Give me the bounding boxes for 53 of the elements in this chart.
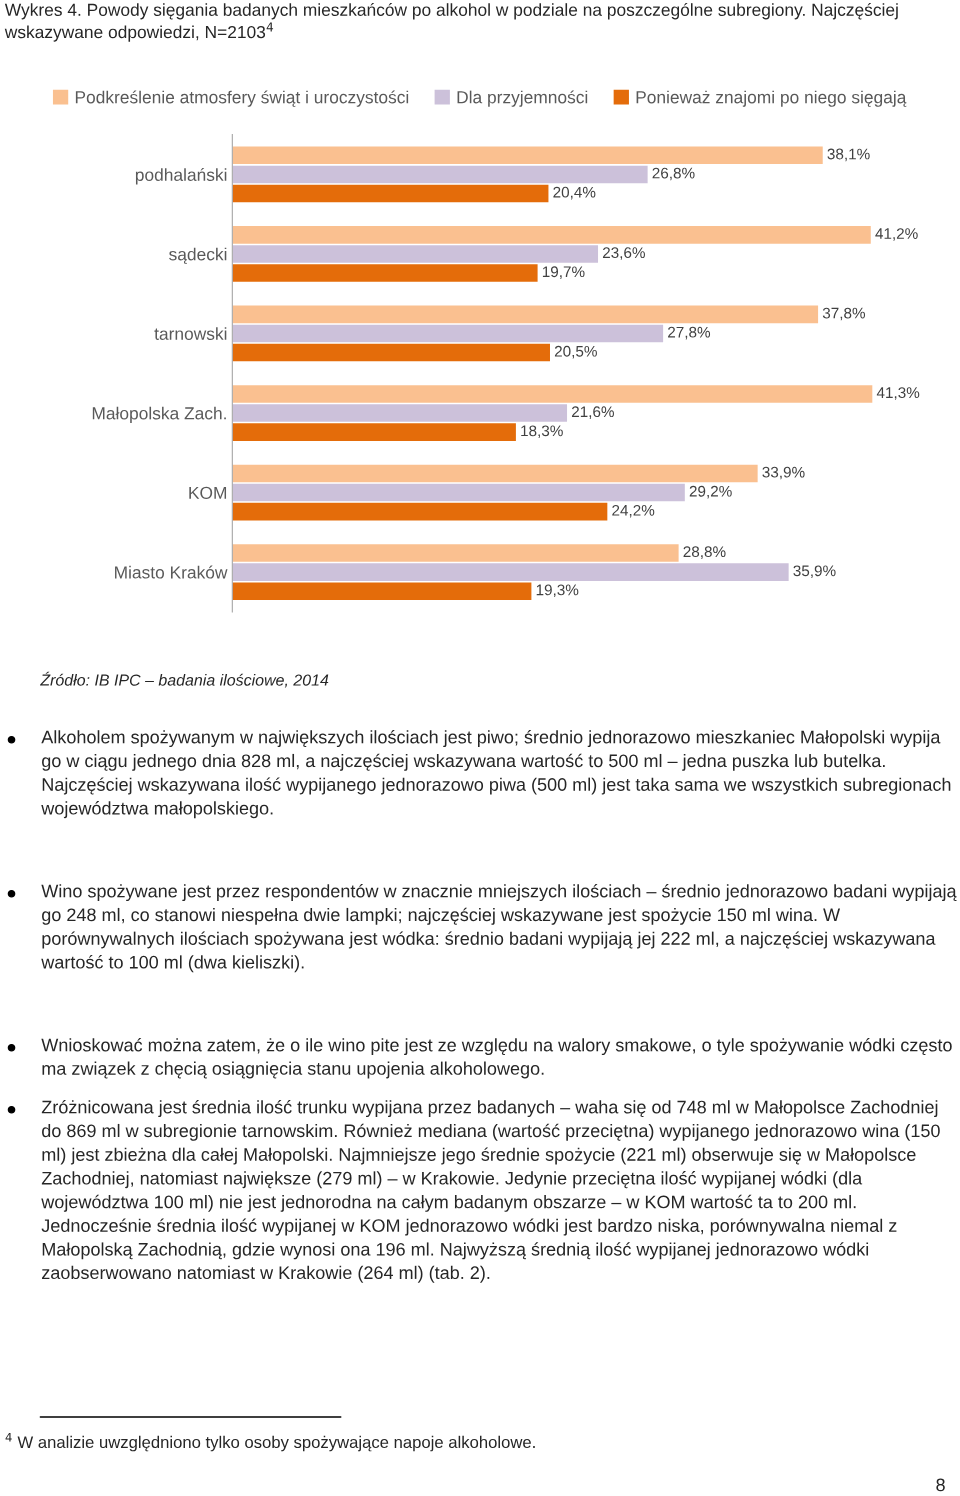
bar [232, 146, 823, 165]
data-label: 24,2% [612, 504, 655, 518]
bar [232, 582, 532, 600]
data-label: 26,8% [652, 167, 695, 181]
data-label: 20,5% [554, 345, 597, 359]
data-label: 41,3% [876, 387, 920, 400]
data-label: 33,9% [762, 466, 805, 480]
legend-label: Ponieważ znajomi po niego sięgają [636, 90, 907, 107]
data-label: 38,1% [827, 148, 870, 162]
bar [232, 324, 664, 343]
y-tick-label: KOM [189, 486, 227, 500]
y-tick-label: tarnowski [154, 327, 227, 340]
bar [232, 544, 679, 562]
bar [232, 226, 871, 244]
data-label: 20,4% [553, 186, 596, 200]
bar [232, 245, 599, 263]
data-label: 28,8% [683, 546, 726, 559]
text: 8 [936, 1478, 945, 1492]
data-label: 37,8% [822, 307, 866, 321]
bar [232, 385, 873, 403]
text: Alkoholem spożywanym w największych ilościach jest piwo; średnio jednorazowo mieszkaniec Małopolski wypija go w ciągu jednego dnia 828 ml, a najczęściej wskazywana wartość to 500 ml – jedna puszka lub butelka. Najczęściej wskazywana ilość wypijanego jednorazowo piwa (500 ml) jest taka sama we wszystkich subregionach województwa małopolskiego. [41, 730, 951, 819]
bar [232, 483, 685, 502]
bar [232, 502, 608, 521]
data-label: 21,6% [571, 406, 614, 419]
data-label: 18,3% [521, 425, 563, 439]
data-label: 19,7% [542, 266, 585, 279]
data-label: 29,2% [689, 485, 732, 499]
bar [232, 264, 538, 282]
bar [232, 184, 549, 203]
y-tick-label: Małopolska Zach. [92, 406, 226, 423]
bar [232, 305, 819, 324]
y-tick-label: Miasto Kraków [115, 565, 228, 579]
bar [232, 404, 568, 422]
y-tick-label: podhalański [135, 168, 227, 185]
bar [232, 464, 758, 483]
bar [232, 165, 648, 184]
text: $^{4}$ W analizie uwzględniono tylko osoby spożywające napoje alkoholowe. [5, 1433, 535, 1452]
text: Wnioskować można zatem, że o ile wino pite jest ze względu na walory smakowe, o tyle spożywanie wódki często ma związek z chęcią osiągnięcia stanu upojenia alkoholowego. [41, 1038, 952, 1079]
y-tick-label: sądecki [169, 247, 227, 264]
legend-label: Dla przyjemności [457, 90, 588, 107]
bar [232, 343, 550, 362]
legend-label: Podkreślenie atmosfery świąt i uroczystości [75, 90, 409, 107]
data-label: 35,9% [793, 565, 836, 578]
data-label: 41,2% [875, 228, 918, 241]
text: Źródło: IB IPC – badania ilościowe, 2014 [40, 671, 329, 688]
chart-title: Wykres 4. Powody sięgania badanych mieszkańców po alkohol w podziale na poszczególne subregiony. Najczęściej wskazywane odpowiedzi, N=2103$^{4}$ [4, 2, 898, 42]
bar [232, 423, 516, 441]
bar [232, 563, 789, 581]
data-label: 27,8% [668, 326, 711, 340]
text: Wino spożywane jest przez respondentów w znacznie mniejszych ilościach – średnio jednorazowo badani wypijają go 248 ml, co stanowi niespełna dwie lampki; najczęściej wskazywane jest spożycie 150 ml wina. W porównywalnych ilościach spożywana jest wódka: średnio badani wypijają jej 222 ml, a najczęściej wskazywana wartość to 100 ml (dwa kieliszki). [41, 884, 957, 973]
data-label: 23,6% [602, 247, 645, 260]
text: Zróżnicowana jest średnia ilość trunku wypijana przez badanych – waha się od 748 ml w Małopolsce Zachodniej do 869 ml w subregionie tarnowskim. Również mediana (wartość przeciętna) wypijanego jednorazowo wina (150 ml) jest zbieżna dla całej Małopolski. Najmniejsze jego średnie spożycie (221 ml) obserwuje się w Małopolsce Zachodniej, natomiast największe (279 ml) – w Krakowie. Jedynie przeciętna ilość wypijanej wódki (dla województwa 100 ml) nie jest jednorodna na całym badanym obszarze – w KOM wartość ta to 200 ml. Jednocześnie średnia ilość wypijanej w KOM jednorazowo wódki jest bardzo niska, porównywalna niemal z Małopolską Zachodnią, gdzie wynosi ona 196 ml. Najwyższą średnią ilość wypijanej jednorazowo wódki zaobserwowano natomiast w Krakowie (264 ml) (tab. 2). [41, 1100, 940, 1283]
data-label: 19,3% [536, 584, 579, 598]
